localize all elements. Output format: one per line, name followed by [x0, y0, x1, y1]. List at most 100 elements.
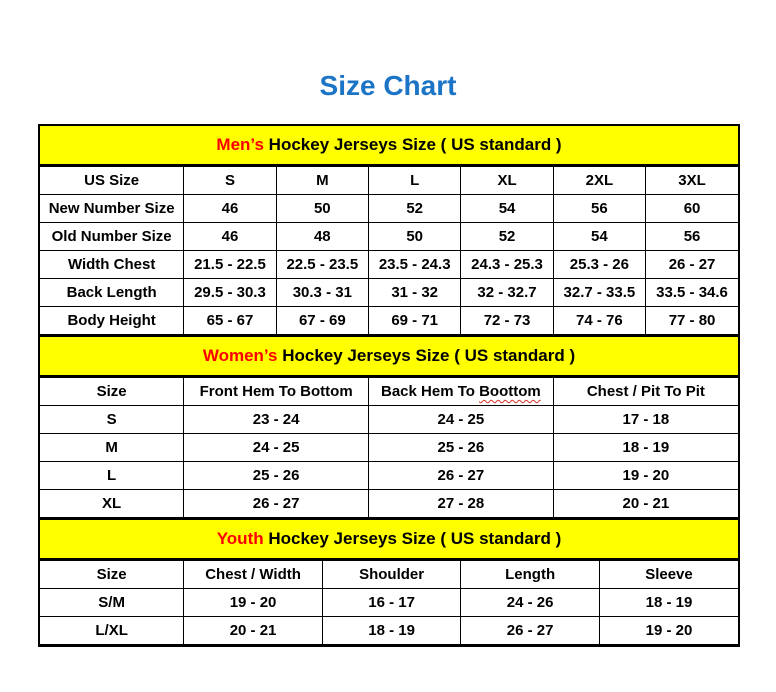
mens-column-header: XL	[460, 166, 554, 195]
value-cell: 23 - 24	[183, 405, 370, 434]
value-cell: 18 - 19	[321, 616, 462, 645]
value-cell: 65 - 67	[183, 306, 277, 335]
value-cell: 25 - 26	[368, 433, 554, 462]
womens-column-header: Front Hem To Bottom	[183, 377, 370, 406]
mens-table-row: Old Number Size 46 48 50 52 54 56	[40, 222, 738, 251]
youth-column-header: Size	[40, 560, 185, 589]
size-chart-container: Men’s Hockey Jerseys Size ( US standard …	[38, 124, 740, 647]
womens-column-header: Size	[40, 377, 185, 406]
womens-table-row: L 25 - 26 26 - 27 19 - 20	[40, 461, 738, 490]
value-cell: 74 - 76	[552, 306, 647, 335]
value-cell: 20 - 21	[183, 616, 323, 645]
mens-table-row: Back Length 29.5 - 30.3 30.3 - 31 31 - 32 32…	[40, 278, 738, 307]
mens-header-row: US Size S M L XL 2XL 3XL	[40, 166, 738, 195]
value-cell: 26 - 27	[645, 250, 738, 279]
mens-column-header: M	[275, 166, 370, 195]
womens-section-banner: Women’s Hockey Jerseys Size ( US standar…	[40, 335, 738, 377]
youth-size-table: Size Chest / Width Shoulder Length Sleeve S/M…	[40, 560, 738, 645]
value-cell: 26 - 27	[183, 489, 370, 518]
value-cell: 29.5 - 30.3	[183, 278, 277, 307]
youth-column-header: Chest / Width	[183, 560, 323, 589]
row-label: M	[40, 433, 185, 462]
row-label: New Number Size	[40, 194, 185, 223]
value-cell: 24.3 - 25.3	[460, 250, 554, 279]
womens-table-row: M 24 - 25 25 - 26 18 - 19	[40, 433, 738, 462]
mens-column-header: L	[367, 166, 462, 195]
mens-column-header: S	[183, 166, 277, 195]
mens-table-row: Width Chest 21.5 - 22.5 22.5 - 23.5 23.5 - …	[40, 250, 738, 279]
womens-header-row: Size Front Hem To Bottom Back Hem To Boott…	[40, 377, 738, 406]
womens-banner-text: Hockey Jerseys Size ( US standard )	[277, 346, 576, 365]
value-cell: 46	[183, 194, 277, 223]
value-cell: 48	[275, 222, 370, 251]
value-cell: 19 - 20	[183, 588, 323, 617]
youth-banner-text: Hockey Jerseys Size ( US standard )	[263, 529, 562, 548]
womens-column-header: Back Hem To Boottom	[368, 377, 554, 406]
value-cell: 46	[183, 222, 277, 251]
value-cell: 56	[552, 194, 647, 223]
value-cell: 24 - 25	[183, 433, 370, 462]
value-cell: 72 - 73	[460, 306, 554, 335]
mens-section-banner: Men’s Hockey Jerseys Size ( US standard …	[40, 126, 738, 166]
mens-table-row: New Number Size 46 50 52 54 56 60	[40, 194, 738, 223]
row-label: Width Chest	[40, 250, 185, 279]
youth-column-header: Length	[460, 560, 600, 589]
mens-banner-text: Hockey Jerseys Size ( US standard )	[263, 135, 562, 154]
row-label: Body Height	[40, 306, 185, 335]
value-cell: 54	[552, 222, 647, 251]
value-cell: 50	[367, 222, 462, 251]
page-title: Size Chart	[319, 70, 457, 101]
value-cell: 32.7 - 33.5	[552, 278, 647, 307]
youth-section-banner: Youth Hockey Jerseys Size ( US standard …	[40, 518, 738, 560]
mens-column-header: US Size	[40, 166, 185, 195]
womens-size-table: Size Front Hem To Bottom Back Hem To Boott…	[40, 377, 738, 518]
value-cell: 77 - 80	[645, 306, 738, 335]
value-cell: 17 - 18	[552, 405, 738, 434]
womens-table-row: S 23 - 24 24 - 25 17 - 18	[40, 405, 738, 434]
youth-table-row: L/XL 20 - 21 18 - 19 26 - 27 19 - 20	[40, 616, 738, 645]
youth-table-row: S/M 19 - 20 16 - 17 24 - 26 18 - 19	[40, 588, 738, 617]
value-cell: 54	[460, 194, 554, 223]
mens-banner-accent: Men’s	[216, 135, 264, 154]
row-label: S	[40, 405, 185, 434]
value-cell: 24 - 25	[368, 405, 554, 434]
value-cell: 19 - 20	[552, 461, 738, 490]
value-cell: 56	[645, 222, 738, 251]
value-cell: 60	[645, 194, 738, 223]
value-cell: 23.5 - 24.3	[367, 250, 462, 279]
womens-table-row: XL 26 - 27 27 - 28 20 - 21	[40, 489, 738, 518]
youth-column-header: Sleeve	[598, 560, 738, 589]
value-cell: 16 - 17	[321, 588, 462, 617]
row-label: XL	[40, 489, 185, 518]
row-label: L	[40, 461, 185, 490]
value-cell: 52	[460, 222, 554, 251]
header-text: Back Hem To	[381, 383, 480, 400]
mens-table-row: Body Height 65 - 67 67 - 69 69 - 71 72 - 73 7…	[40, 306, 738, 335]
value-cell: 18 - 19	[598, 588, 738, 617]
youth-banner-accent: Youth	[216, 529, 264, 548]
value-cell: 24 - 26	[460, 588, 600, 617]
value-cell: 18 - 19	[552, 433, 738, 462]
mens-size-table: US Size S M L XL 2XL 3XL New Number Size 46 50 52 5…	[40, 166, 738, 335]
value-cell: 25.3 - 26	[552, 250, 647, 279]
value-cell: 67 - 69	[275, 306, 370, 335]
row-label: S/M	[40, 588, 185, 617]
value-cell: 30.3 - 31	[275, 278, 370, 307]
mens-column-header: 3XL	[645, 166, 738, 195]
value-cell: 21.5 - 22.5	[183, 250, 277, 279]
row-label: Back Length	[40, 278, 185, 307]
misspelled-word-squiggle: Boottom	[479, 383, 541, 400]
value-cell: 52	[367, 194, 462, 223]
womens-column-header: Chest / Pit To Pit	[552, 377, 738, 406]
youth-header-row: Size Chest / Width Shoulder Length Sleeve	[40, 560, 738, 589]
value-cell: 22.5 - 23.5	[275, 250, 370, 279]
value-cell: 20 - 21	[552, 489, 738, 518]
value-cell: 26 - 27	[368, 461, 554, 490]
row-label: L/XL	[40, 616, 185, 645]
row-label: Old Number Size	[40, 222, 185, 251]
value-cell: 32 - 32.7	[460, 278, 554, 307]
value-cell: 33.5 - 34.6	[645, 278, 738, 307]
value-cell: 27 - 28	[368, 489, 554, 518]
value-cell: 31 - 32	[367, 278, 462, 307]
mens-column-header: 2XL	[552, 166, 647, 195]
